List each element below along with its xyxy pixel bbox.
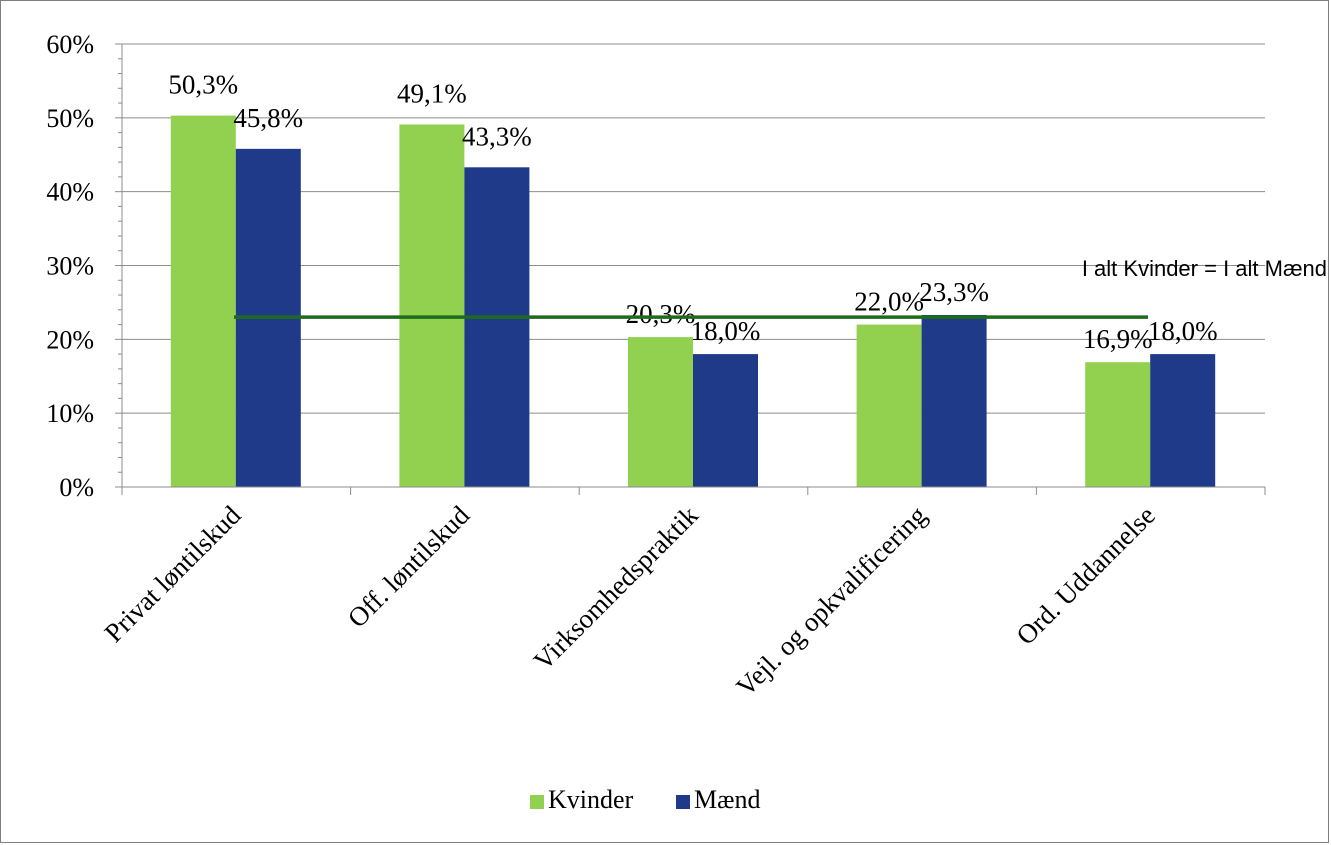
data-label: 22,0% — [854, 287, 924, 317]
data-label: 23,3% — [919, 277, 989, 307]
data-label: 18,0% — [1148, 316, 1218, 346]
reference-line-group: I alt Kvinder = I alt Mænd — [234, 256, 1327, 319]
bar-kvinder — [170, 115, 236, 487]
x-tick-label: Privat løntilskud — [99, 500, 247, 648]
y-tick-labels: 0% 10% 20% 30% 40% 50% 60% — [46, 30, 94, 502]
legend-label: Kvinder — [548, 785, 634, 814]
y-tick-label: 60% — [46, 30, 94, 59]
bar-mænd — [464, 167, 530, 487]
x-tick-label: Off. løntilskud — [342, 500, 476, 634]
bar-mænd — [1150, 354, 1216, 487]
bar-mænd — [921, 314, 987, 487]
data-label: 16,9% — [1083, 324, 1153, 354]
y-tick-label: 0% — [59, 473, 94, 502]
y-tick-label: 50% — [46, 104, 94, 133]
data-label: 43,3% — [462, 121, 532, 151]
y-tick-label: 20% — [46, 325, 94, 354]
legend-swatch-mænd — [676, 795, 690, 809]
x-tick-label: Vejl. og opkvalificering — [730, 500, 932, 702]
axes — [115, 43, 1266, 495]
bar-kvinder — [399, 124, 465, 487]
y-tick-label: 30% — [46, 252, 94, 281]
y-tick-label: 10% — [46, 399, 94, 428]
x-tick-label: Ord. Uddannelse — [1010, 500, 1161, 651]
legend-label: Mænd — [694, 785, 760, 814]
reference-line-label: I alt Kvinder = I alt Mænd — [1082, 256, 1327, 281]
data-label: 45,8% — [233, 103, 303, 133]
data-label: 49,1% — [397, 78, 467, 108]
y-tick-label: 40% — [46, 178, 94, 207]
x-tick-label: Virksomhedspraktik — [528, 500, 704, 676]
gridlines — [122, 43, 1265, 414]
data-labels: 50,3%45,8%49,1%43,3%20,3%18,0%22,0%23,3%… — [168, 70, 1217, 355]
bar-kvinder — [1085, 362, 1151, 487]
data-label: 18,0% — [691, 316, 761, 346]
legend-swatch-kvinder — [530, 795, 544, 809]
bar-kvinder — [856, 324, 922, 487]
data-label: 20,3% — [626, 299, 696, 329]
legend: Kvinder Mænd — [530, 785, 760, 814]
data-label: 50,3% — [168, 70, 238, 100]
x-tick-labels: Privat løntilskud Off. løntilskud Virksomh… — [99, 500, 1161, 702]
bar-kvinder — [628, 337, 693, 487]
bars — [170, 115, 1216, 488]
bar-mænd — [693, 354, 758, 487]
